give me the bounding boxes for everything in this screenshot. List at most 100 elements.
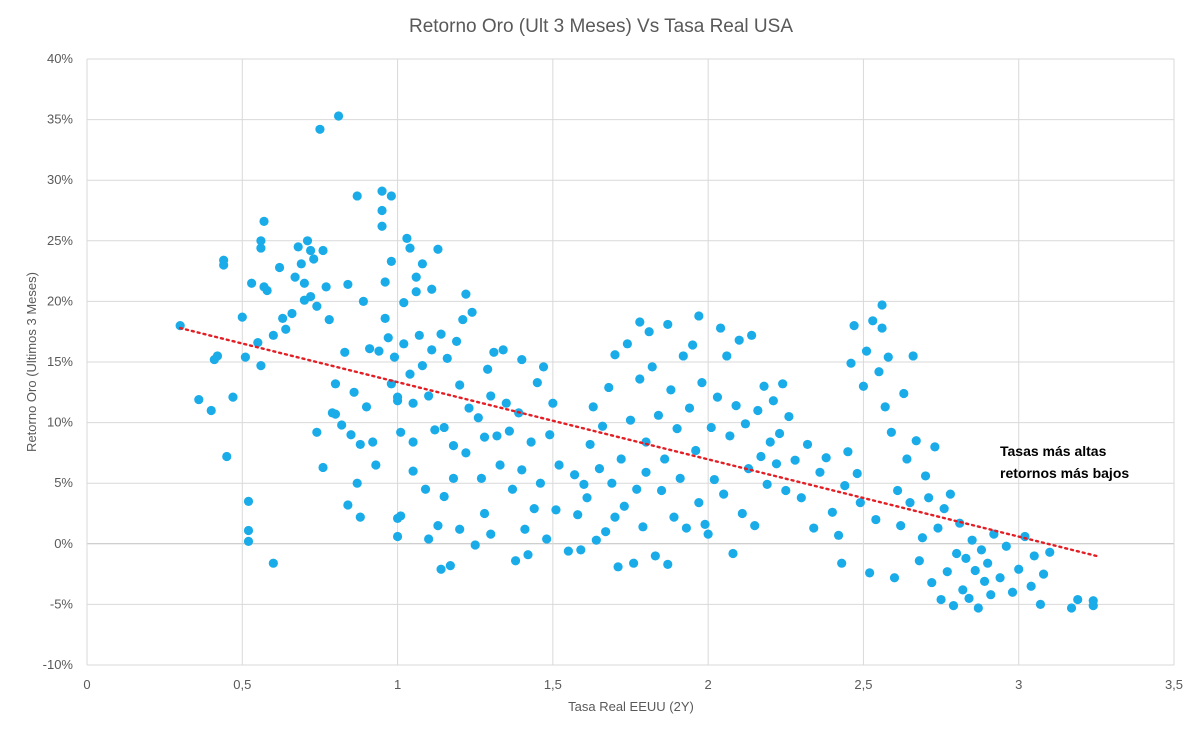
data-point bbox=[899, 388, 909, 399]
data-point bbox=[920, 471, 931, 481]
data-point bbox=[458, 314, 468, 325]
data-point bbox=[855, 497, 865, 508]
data-point bbox=[970, 565, 980, 576]
data-point bbox=[228, 392, 238, 402]
data-point bbox=[194, 394, 204, 405]
data-point bbox=[355, 512, 365, 522]
x-tick-label: 3,5 bbox=[1165, 677, 1183, 692]
data-point bbox=[917, 533, 928, 543]
data-point bbox=[1026, 581, 1036, 591]
data-point bbox=[476, 473, 487, 483]
grid-lines bbox=[86, 58, 1175, 666]
data-point bbox=[846, 358, 856, 368]
data-point bbox=[753, 405, 763, 416]
data-point bbox=[790, 455, 800, 465]
data-point bbox=[392, 531, 403, 542]
data-point bbox=[650, 551, 660, 561]
x-axis-tick-labels: 0 0,5 1 1,5 2 2,5 3 3,5 bbox=[83, 677, 1183, 692]
data-point bbox=[874, 367, 884, 377]
data-point bbox=[821, 453, 831, 463]
data-point bbox=[281, 324, 291, 334]
data-point bbox=[700, 519, 710, 530]
data-point bbox=[312, 427, 322, 437]
data-point bbox=[396, 427, 406, 437]
data-point bbox=[939, 504, 949, 514]
data-point bbox=[675, 473, 685, 483]
data-point bbox=[365, 344, 375, 354]
data-point bbox=[930, 442, 940, 452]
data-point bbox=[433, 521, 443, 531]
data-point bbox=[343, 279, 353, 290]
data-point bbox=[507, 484, 518, 494]
data-point bbox=[995, 573, 1005, 583]
data-point bbox=[1020, 531, 1030, 542]
data-point bbox=[259, 216, 269, 227]
data-point bbox=[591, 535, 601, 545]
data-point bbox=[473, 413, 483, 423]
data-point bbox=[436, 564, 446, 574]
y-axis-title: Retorno Oro (Ultimos 3 Meses) bbox=[24, 272, 39, 452]
data-point bbox=[551, 505, 561, 515]
data-point bbox=[427, 345, 437, 355]
data-point bbox=[840, 481, 850, 491]
data-point bbox=[604, 382, 614, 393]
data-point bbox=[523, 550, 533, 560]
data-point bbox=[719, 489, 729, 499]
x-tick-label: 0 bbox=[83, 677, 90, 692]
data-point bbox=[877, 300, 887, 310]
data-point bbox=[656, 485, 667, 496]
data-point bbox=[330, 409, 341, 419]
data-point bbox=[352, 478, 362, 488]
data-point bbox=[399, 298, 409, 308]
data-point bbox=[302, 236, 313, 246]
data-point bbox=[380, 277, 390, 287]
data-point bbox=[983, 558, 993, 568]
data-point bbox=[852, 468, 862, 479]
data-point bbox=[455, 380, 465, 390]
data-point bbox=[924, 493, 934, 503]
data-point bbox=[455, 524, 465, 534]
data-point bbox=[361, 402, 372, 412]
data-point bbox=[405, 369, 415, 379]
data-point bbox=[681, 523, 692, 533]
data-point bbox=[601, 527, 611, 537]
data-point bbox=[253, 338, 263, 348]
data-point bbox=[274, 262, 285, 273]
data-point bbox=[936, 594, 946, 605]
data-point bbox=[299, 278, 309, 288]
data-point bbox=[952, 548, 962, 559]
data-point bbox=[771, 459, 782, 469]
y-tick-label: 5% bbox=[54, 475, 73, 490]
data-point bbox=[247, 278, 257, 288]
data-point bbox=[694, 497, 704, 508]
y-tick-label: -10% bbox=[43, 657, 74, 672]
data-point bbox=[399, 339, 409, 349]
data-point bbox=[722, 351, 732, 361]
data-point bbox=[461, 289, 471, 299]
data-point bbox=[290, 272, 300, 282]
data-point bbox=[256, 236, 266, 246]
data-point bbox=[324, 314, 334, 325]
data-point bbox=[483, 364, 493, 374]
data-point bbox=[877, 323, 887, 333]
data-point bbox=[945, 489, 955, 499]
data-point bbox=[582, 493, 592, 503]
data-point bbox=[206, 405, 216, 416]
data-point bbox=[479, 508, 490, 519]
data-point bbox=[1001, 541, 1011, 551]
data-point bbox=[526, 437, 536, 447]
data-point bbox=[219, 255, 229, 265]
data-point bbox=[333, 111, 344, 121]
data-point bbox=[865, 568, 875, 578]
data-point bbox=[902, 454, 912, 464]
annotation-line: retornos más bajos bbox=[1000, 465, 1129, 481]
data-point bbox=[827, 507, 837, 517]
data-point bbox=[802, 439, 813, 450]
annotation-line: Tasas más altas bbox=[1000, 443, 1107, 459]
data-point bbox=[740, 419, 751, 429]
data-point bbox=[1007, 587, 1018, 597]
data-point bbox=[911, 436, 921, 446]
data-point bbox=[240, 352, 250, 362]
data-point bbox=[871, 514, 881, 525]
